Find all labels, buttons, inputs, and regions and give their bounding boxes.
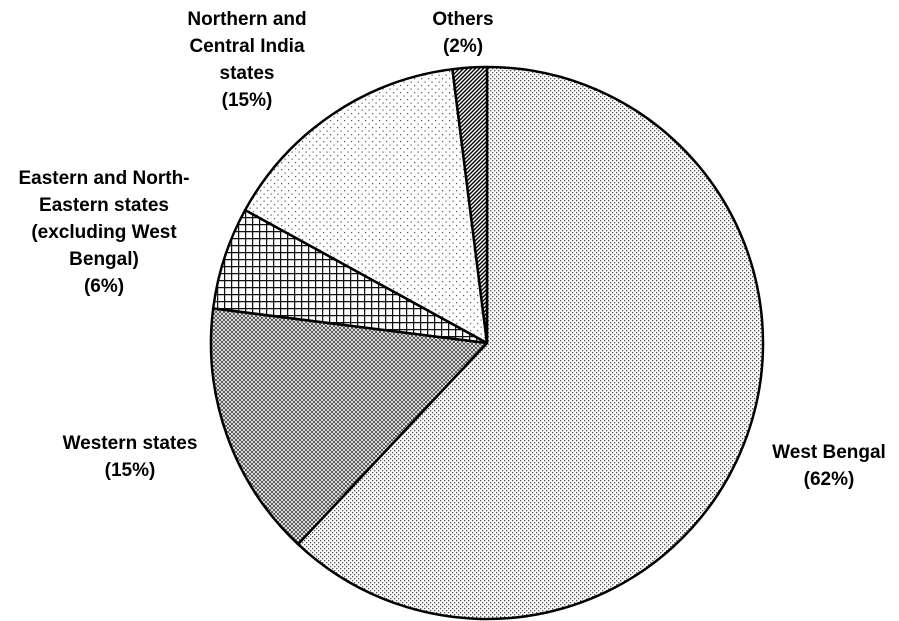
slice-label-line: states	[220, 63, 275, 84]
pie-labels: West Bengal (62%) Western states (15%) Easte…	[18, 9, 885, 490]
slice-label-line: (2%)	[443, 36, 483, 57]
slice-label-line: Northern and	[187, 9, 306, 30]
slice-label-line: West Bengal	[772, 442, 886, 463]
pie-slice-others	[451, 65, 489, 345]
slice-label: West Bengal (62%)	[772, 442, 886, 490]
slice-label: Others (2%)	[432, 9, 493, 57]
slice-label-line: Eastern states	[39, 195, 169, 216]
slice-label-line: Others	[432, 9, 493, 30]
slice-label-line: Eastern and North-	[18, 168, 189, 189]
pie-slice-northern-and-central-india-states	[243, 67, 489, 345]
slice-label-line: (15%)	[222, 90, 273, 111]
slice-label-line: (excluding West	[31, 222, 177, 243]
slice-label: Northern and Central India states (15%)	[187, 9, 306, 111]
slice-label-line: Bengal)	[69, 249, 139, 270]
slice-label: Eastern and North- Eastern states (excludi…	[18, 168, 189, 297]
slice-label-line: Western states	[63, 433, 198, 454]
pie-slice-west-bengal	[296, 65, 765, 621]
slice-label-line: Central India	[189, 36, 305, 57]
slice-label: Western states (15%)	[63, 433, 198, 481]
slice-label-line: (62%)	[804, 469, 855, 490]
pie-slice-western-states	[209, 307, 489, 546]
pie-slices	[209, 65, 765, 621]
slice-label-line: (6%)	[84, 276, 124, 297]
slice-label-line: (15%)	[105, 460, 156, 481]
